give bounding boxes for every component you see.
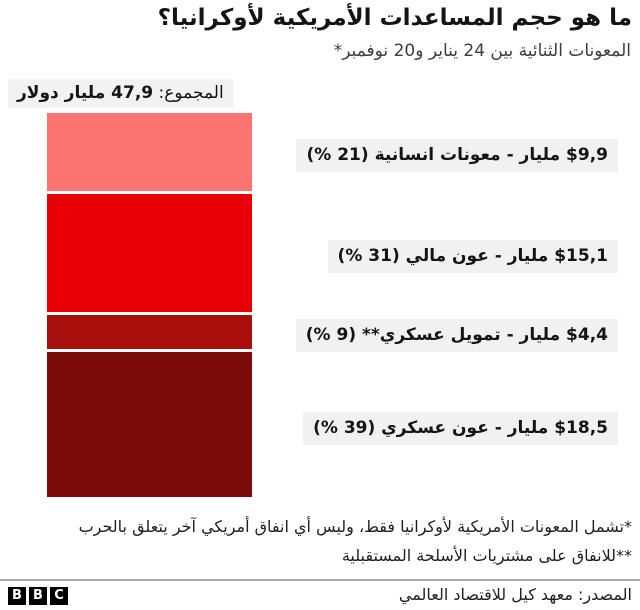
bar-segment-military-financing — [47, 315, 252, 349]
total-badge: المجموع: 47,9 مليار دولار — [8, 79, 233, 108]
segment-label-military-aid: $18,5 مليار - عون عسكري (39 %) — [303, 412, 618, 445]
bar-segment-humanitarian-aid — [47, 113, 252, 191]
footnote-2: **للانفاق على مشتريات الأسلحة المستقبلية — [341, 546, 632, 565]
footnote-1: *تشمل المعونات الأمريكية لأوكرانيا فقط، … — [78, 517, 632, 536]
segment-label-financial-aid: $15,1 مليار - عون مالي (31 %) — [327, 240, 618, 273]
total-value: 47,9 مليار دولار — [17, 83, 154, 103]
bbc-logo-block-b2: B — [29, 587, 47, 605]
bbc-logo-block-c: C — [50, 587, 68, 605]
segment-label-humanitarian-aid: $9,9 مليار - معونات انسانية (21 %) — [296, 139, 618, 172]
bbc-logo: B B C — [8, 587, 68, 605]
footer-divider — [0, 579, 640, 581]
segment-label-military-financing: $4,4 مليار - تمويل عسكري** (9 %) — [295, 319, 618, 352]
bbc-logo-block-b1: B — [8, 587, 26, 605]
bar-column — [47, 113, 252, 497]
source-text: المصدر: معهد كيل للاقتصاد العالمي — [398, 585, 632, 604]
total-prefix: المجموع: — [158, 83, 224, 103]
chart-subtitle: المعونات الثنائية بين 24 يناير و20 نوفمب… — [333, 41, 631, 61]
page-title: ما هو حجم المساعدات الأمريكية لأوكرانيا؟ — [157, 5, 632, 31]
bar-segment-financial-aid — [47, 194, 252, 312]
bar-segment-military-aid — [47, 352, 252, 497]
footnotes: *تشمل المعونات الأمريكية لأوكرانيا فقط، … — [8, 512, 632, 570]
